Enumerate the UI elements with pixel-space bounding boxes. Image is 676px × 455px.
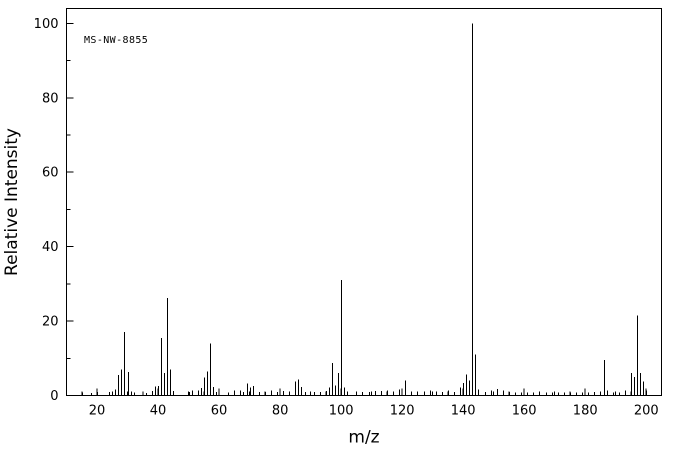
x-axis-tick-label: 180 xyxy=(573,404,598,419)
x-axis-tick-label: 160 xyxy=(512,404,537,419)
x-axis-tick-label: 200 xyxy=(634,404,659,419)
x-axis-tick-label: 60 xyxy=(211,404,228,419)
x-axis-tick-label: 80 xyxy=(272,404,289,419)
y-axis-tick-label: 80 xyxy=(42,91,59,106)
y-axis-tick-label: 60 xyxy=(42,166,59,181)
y-axis-tick-label: 40 xyxy=(42,240,59,255)
x-axis-tick-label: 100 xyxy=(329,404,354,419)
x-axis-title: m/z xyxy=(348,428,379,448)
x-axis-tick-label: 120 xyxy=(390,404,415,419)
y-axis-tick-label: 20 xyxy=(42,315,59,330)
x-axis-tick-label: 140 xyxy=(451,404,476,419)
y-axis-tick-label: 0 xyxy=(50,389,58,404)
x-axis-tick-label: 40 xyxy=(150,404,167,419)
peak-series xyxy=(82,23,647,396)
y-axis-tick-label: 100 xyxy=(34,17,59,32)
x-axis-tick-label: 20 xyxy=(89,404,106,419)
plot-frame xyxy=(65,7,663,397)
spectrum-id-annotation: MS-NW-8855 xyxy=(84,35,148,46)
y-axis-title: Relative Intensity xyxy=(2,128,22,276)
